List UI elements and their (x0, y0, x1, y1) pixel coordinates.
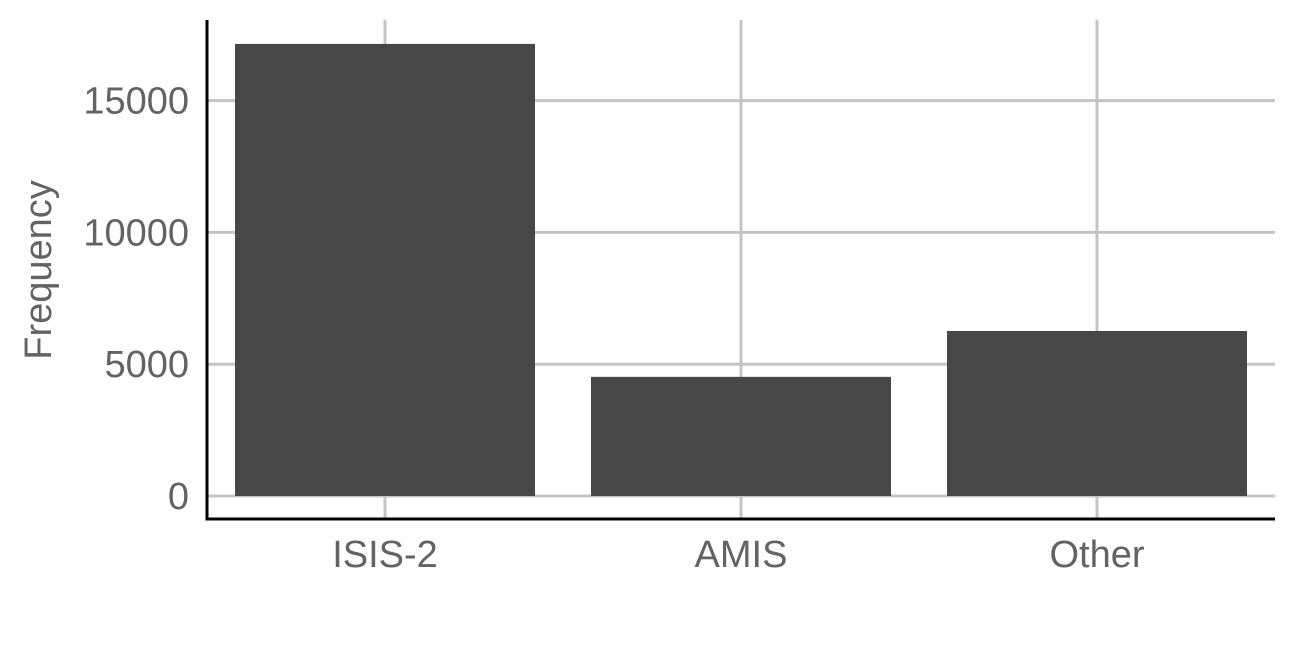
y-tick-label: 5000 (104, 344, 189, 386)
label-layer: 0 5000 10000 15000 ISIS-2 AMIS Other (83, 81, 1145, 576)
bar-other (947, 330, 1247, 496)
x-tick-label: ISIS-2 (332, 534, 438, 576)
y-axis-title: Frequency (18, 180, 60, 360)
x-tick-label: AMIS (695, 534, 788, 576)
axis-layer (205, 20, 1275, 521)
y-tick-label: 15000 (83, 81, 189, 123)
bar-layer (235, 43, 1247, 497)
y-tick-label: 10000 (83, 212, 189, 254)
bar-amis (591, 376, 891, 496)
bar-isis-2 (235, 43, 535, 497)
y-tick-label: 0 (168, 476, 189, 518)
x-tick-label: Other (1049, 534, 1144, 576)
